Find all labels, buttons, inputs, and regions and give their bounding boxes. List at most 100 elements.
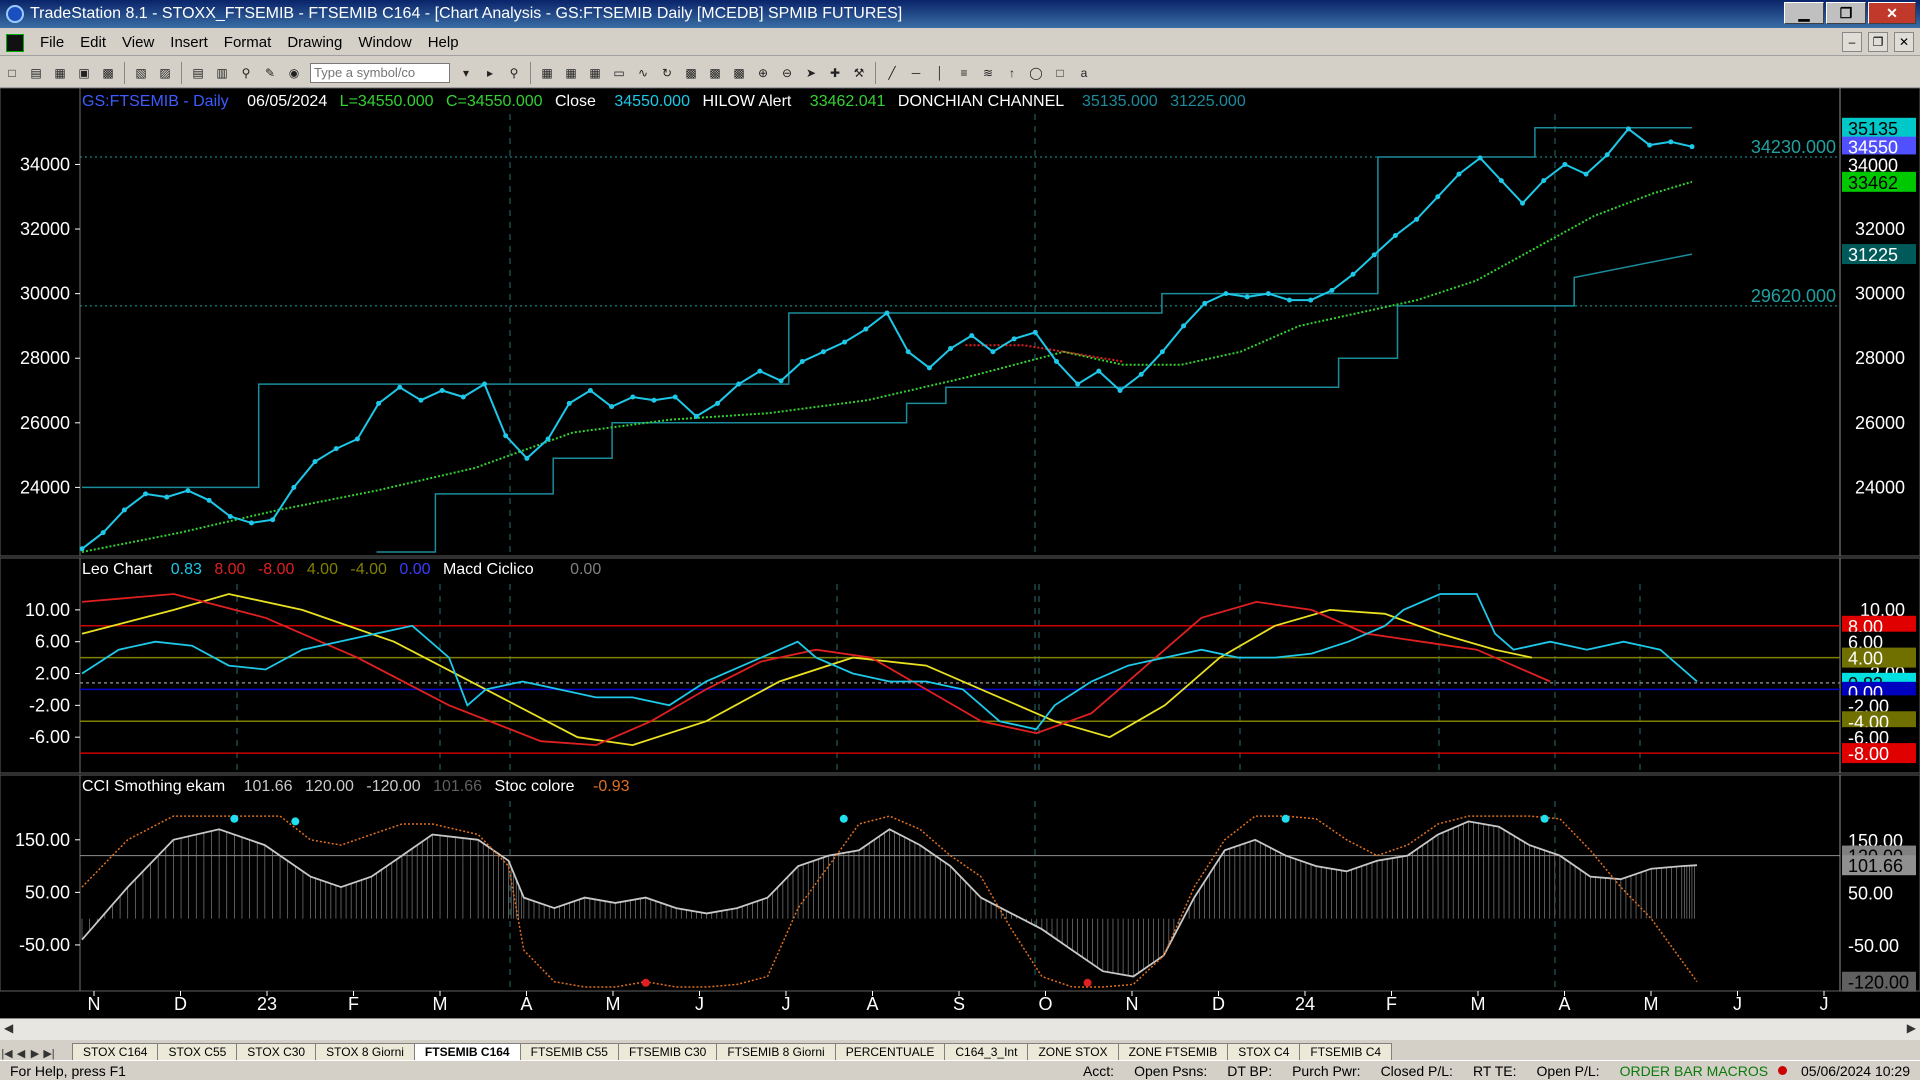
price-point <box>333 446 339 452</box>
print-icon[interactable]: ▧ <box>135 65 147 80</box>
scroll-left-icon[interactable]: ◀ <box>4 1021 14 1035</box>
rectangle-icon[interactable]: □ <box>1056 65 1064 80</box>
tab-stox-c4[interactable]: STOX C4 <box>1227 1043 1301 1060</box>
indicator-icon[interactable]: ▩ <box>685 65 697 80</box>
symbol-lookup-icon[interactable]: ⚲ <box>509 65 519 80</box>
mdi-restore-button[interactable]: ❐ <box>1868 32 1888 52</box>
chart-canvas[interactable]: 34230.000 29620.000 34000 34000 32000 32000 3… <box>0 88 1920 1018</box>
trendline-icon[interactable]: ╱ <box>888 65 896 80</box>
text-tool-icon[interactable]: a <box>1080 65 1088 80</box>
tab-prev-icon[interactable]: ◀ <box>16 1048 26 1060</box>
dropdown-arrow-icon[interactable]: ▾ <box>462 65 470 80</box>
menu-insert[interactable]: Insert <box>170 34 208 51</box>
tab-ftsemib-c164[interactable]: FTSEMIB C164 <box>413 1043 521 1060</box>
format-icon[interactable]: ▩ <box>733 65 745 80</box>
chart-style-icon[interactable]: ▦ <box>541 65 553 80</box>
tools-icon[interactable]: ⚒ <box>853 65 865 80</box>
price-point <box>354 436 360 442</box>
y-tick-label: 10.00 <box>25 600 70 620</box>
tab-stox-c164[interactable]: STOX C164 <box>72 1043 159 1060</box>
zoom-in-icon[interactable]: ⊕ <box>757 65 769 80</box>
play-arrow-icon[interactable]: ▸ <box>486 65 494 80</box>
price-point <box>1032 329 1038 335</box>
tab-ftsemib-c30[interactable]: FTSEMIB C30 <box>617 1043 718 1060</box>
svg-text:GS:FTSEMIB - Daily 06/05: GS:FTSEMIB - Daily 06/05/2024 L=34550.00… <box>82 93 1246 110</box>
save-icon[interactable]: ▣ <box>78 65 90 80</box>
tab-stox-8-giorni[interactable]: STOX 8 Giorni <box>315 1043 415 1060</box>
panel-0 <box>0 88 1920 557</box>
save-all-icon[interactable]: ▩ <box>102 65 114 80</box>
tab-stox-c30[interactable]: STOX C30 <box>236 1043 317 1060</box>
price-point <box>1689 144 1695 150</box>
menu-file[interactable]: File <box>40 34 65 51</box>
donchian-upper-line <box>82 127 1692 489</box>
tab-stox-c55[interactable]: STOX C55 <box>157 1043 238 1060</box>
bar-chart-icon[interactable]: ▭ <box>613 65 625 80</box>
price-point <box>503 433 509 439</box>
horizontal-scrollbar[interactable]: ◀ ▶ <box>0 1018 1920 1040</box>
tab-last-icon[interactable]: ▶| <box>43 1048 55 1060</box>
tab-ftsemib-c4[interactable]: FTSEMIB C4 <box>1299 1043 1393 1060</box>
print-preview-icon[interactable]: ▨ <box>159 65 171 80</box>
right-value-label-box <box>1842 934 1916 955</box>
price-point <box>1541 178 1547 184</box>
open-workspace-icon[interactable]: ▦ <box>54 65 66 80</box>
close-button[interactable]: ✕ <box>1868 2 1916 24</box>
refresh-icon[interactable]: ↻ <box>661 65 673 80</box>
menu-edit[interactable]: Edit <box>80 34 107 51</box>
tab-first-icon[interactable]: |◀ <box>1 1048 13 1060</box>
window-tile-icon[interactable]: ▤ <box>192 65 204 80</box>
status-macros[interactable]: ORDER BAR MACROS <box>1619 1062 1769 1079</box>
x-tick-label: N <box>1126 994 1139 1014</box>
menu-window[interactable]: Window <box>358 34 412 51</box>
crosshair-icon[interactable]: ✚ <box>829 65 841 80</box>
mdi-close-button[interactable]: ✕ <box>1894 32 1914 52</box>
tab-next-icon[interactable]: ▶ <box>30 1048 40 1060</box>
tab-zone-ftsemib[interactable]: ZONE FTSEMIB <box>1117 1043 1229 1060</box>
fibonacci-icon[interactable]: ≡ <box>960 65 968 80</box>
chart-window-icon[interactable] <box>6 33 24 52</box>
vertical-line-icon[interactable]: │ <box>936 65 944 80</box>
chart-area[interactable]: 34230.000 29620.000 34000 34000 32000 32000 3… <box>0 88 1920 1018</box>
ellipse-icon[interactable]: ◯ <box>1029 65 1043 80</box>
maximize-button[interactable]: ❐ <box>1826 2 1866 24</box>
price-point <box>185 488 191 494</box>
data-window-icon[interactable]: ▦ <box>565 65 577 80</box>
horizontal-line-icon[interactable]: ─ <box>911 65 921 80</box>
channel-icon[interactable]: ≋ <box>982 65 994 80</box>
scroll-right-icon[interactable]: ▶ <box>1906 1021 1916 1035</box>
menu-view[interactable]: View <box>122 34 155 51</box>
open-folder-icon[interactable]: ▤ <box>30 65 42 80</box>
table-icon[interactable]: ▦ <box>589 65 601 80</box>
window-cascade-icon[interactable]: ▥ <box>216 65 228 80</box>
line-chart-icon[interactable]: ∿ <box>637 65 649 80</box>
strategy-icon[interactable]: ▩ <box>709 65 721 80</box>
mdi-minimize-button[interactable]: – <box>1842 32 1862 52</box>
tab-c164-3-int[interactable]: C164_3_Int <box>944 1043 1029 1060</box>
lock-icon[interactable]: ⚲ <box>241 65 251 80</box>
price-header-hilow-value: 33462.041 <box>810 93 886 110</box>
tab-ftsemib-8-giorni[interactable]: FTSEMIB 8 Giorni <box>716 1043 836 1060</box>
symbol-input[interactable] <box>310 62 450 83</box>
right-value-label: 34550 <box>1842 136 1916 158</box>
y-tick-label: -6.00 <box>29 727 70 747</box>
pointer-icon[interactable]: ➤ <box>805 65 817 80</box>
price-point <box>799 358 805 364</box>
menu-drawing[interactable]: Drawing <box>287 34 343 51</box>
tab-ftsemib-c55[interactable]: FTSEMIB C55 <box>519 1043 619 1060</box>
svg-text:Leo Chart 0.83 8.0: Leo Chart 0.83 8.00 -8.00 4.00 -4.00 0.0… <box>82 561 601 578</box>
new-file-icon[interactable]: □ <box>8 65 16 80</box>
arrow-up-icon[interactable]: ↑ <box>1009 65 1015 80</box>
zoom-out-icon[interactable]: ⊖ <box>781 65 793 80</box>
tab-zone-stox[interactable]: ZONE STOX <box>1027 1043 1119 1060</box>
globe-icon[interactable]: ◉ <box>288 65 300 80</box>
brush-icon[interactable]: ✎ <box>264 65 276 80</box>
tab-percentuale[interactable]: PERCENTUALE <box>834 1043 946 1060</box>
price-point <box>1350 271 1356 277</box>
menu-format[interactable]: Format <box>223 34 272 51</box>
minimize-button[interactable]: ▁ <box>1784 2 1824 24</box>
mdi-controls: – ❐ ✕ <box>1842 32 1914 52</box>
y-tick-label: 6.00 <box>35 632 70 652</box>
status-open-psns: Open Psns: <box>1134 1062 1208 1079</box>
menu-help[interactable]: Help <box>427 34 459 51</box>
